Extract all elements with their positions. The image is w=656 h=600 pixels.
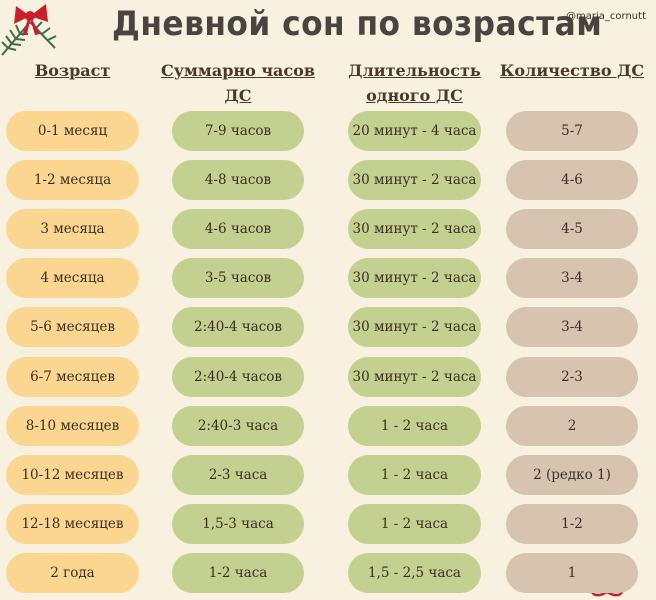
age-cell: 10-12 месяцев [6, 455, 139, 495]
age-cell: 8-10 месяцев [6, 406, 139, 446]
header-total: Суммарно часов ДС [150, 58, 326, 108]
count-cell: 1-2 [506, 504, 638, 544]
header-age: Возраст [6, 58, 139, 83]
age-cell: 4 месяца [6, 258, 139, 298]
total-cell: 2:40-4 часов [172, 357, 304, 397]
duration-cell: 30 минут - 2 часа [348, 160, 481, 200]
duration-cell: 30 минут - 2 часа [348, 258, 481, 298]
total-cell: 4-6 часов [172, 209, 304, 249]
duration-cell: 1,5 - 2,5 часа [348, 553, 481, 593]
total-cell: 1-2 часа [172, 553, 304, 593]
duration-cell: 1 - 2 часа [348, 504, 481, 544]
total-cell: 3-5 часов [172, 258, 304, 298]
duration-cell: 1 - 2 часа [348, 406, 481, 446]
header-count-label: Количество ДС [499, 61, 645, 80]
duration-cell: 30 минут - 2 часа [348, 357, 481, 397]
header-age-label: Возраст [34, 61, 111, 80]
count-cell: 5-7 [506, 111, 638, 151]
header-total-line1: Суммарно часов [161, 61, 315, 80]
total-cell: 2:40-3 часа [172, 406, 304, 446]
total-cell: 2-3 часа [172, 455, 304, 495]
page-title: Дневной сон по возрастам [112, 4, 603, 44]
age-cell: 0-1 месяц [6, 111, 139, 151]
age-cell: 3 месяца [6, 209, 139, 249]
age-cell: 2 года [6, 553, 139, 593]
count-cell: 2 [506, 406, 638, 446]
age-cell: 5-6 месяцев [6, 307, 139, 347]
total-cell: 7-9 часов [172, 111, 304, 151]
count-cell: 4-6 [506, 160, 638, 200]
duration-cell: 30 минут - 2 часа [348, 209, 481, 249]
duration-cell: 1 - 2 часа [348, 455, 481, 495]
header-duration: Длительность одного ДС [322, 58, 507, 108]
age-cell: 6-7 месяцев [6, 357, 139, 397]
duration-cell: 20 минут - 4 часа [348, 111, 481, 151]
total-cell: 4-8 часов [172, 160, 304, 200]
header-duration-line1: Длительность [348, 61, 481, 80]
count-cell: 2 (редко 1) [506, 455, 638, 495]
red-bow-icon [14, 4, 48, 36]
header-total-line2: ДС [224, 86, 252, 105]
count-cell: 4-5 [506, 209, 638, 249]
total-cell: 2:40-4 часов [172, 307, 304, 347]
pine-bow-decoration [1, 4, 57, 56]
age-cell: 1-2 месяца [6, 160, 139, 200]
header-duration-line2: одного ДС [366, 86, 463, 105]
duration-cell: 30 минут - 2 часа [348, 307, 481, 347]
count-cell: 2-3 [506, 357, 638, 397]
age-cell: 12-18 месяцев [6, 504, 139, 544]
author-handle: @maria_cornutt [566, 11, 646, 22]
pine-branch-icon [1, 21, 57, 56]
count-cell: 1 [506, 553, 638, 593]
total-cell: 1,5-3 часа [172, 504, 304, 544]
count-cell: 3-4 [506, 307, 638, 347]
header-count: Количество ДС [488, 58, 656, 83]
count-cell: 3-4 [506, 258, 638, 298]
